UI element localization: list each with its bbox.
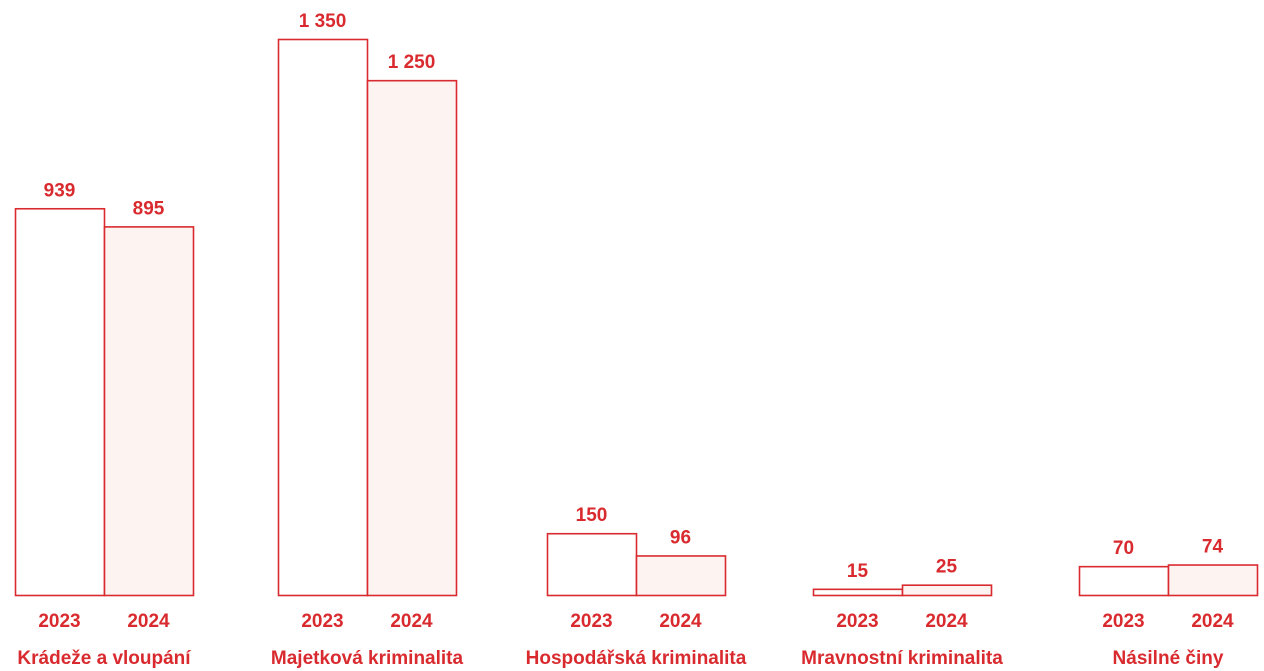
value-label: 895	[133, 198, 165, 219]
value-label: 1 250	[388, 52, 436, 73]
bar-group-majetkova-kriminalita: 1 350 2023 1 250 2024 Majetková kriminalita	[271, 11, 464, 669]
category-label: Násilné činy	[1113, 648, 1224, 669]
value-label: 15	[847, 561, 869, 582]
category-label: Majetková kriminalita	[271, 648, 464, 669]
bar-majetkova-kriminalita-2024	[366, 79, 458, 597]
bar-group-nasilne-ciny: 70 2023 74 2024 Násilné činy	[1078, 537, 1259, 669]
bar-kradeze-a-vloupani-2024	[103, 226, 195, 597]
bar-group-mravnostni-kriminalita: 15 2023 25 2024 Mravnostní kriminalita	[801, 557, 1003, 669]
bar-group-kradeze-a-vloupani: 939 2023 895 2024 Krádeže a vloupání	[14, 180, 195, 669]
year-label: 2023	[301, 611, 343, 632]
bar-group-hospodarska-kriminalita: 150 2023 96 2024 Hospodářská kriminalita	[526, 505, 747, 669]
bar-mravnostni-kriminalita-2024	[901, 584, 993, 597]
year-label: 2023	[1102, 611, 1144, 632]
value-label: 74	[1202, 537, 1224, 558]
category-label: Mravnostní kriminalita	[801, 648, 1003, 669]
category-label: Krádeže a vloupání	[17, 648, 191, 669]
year-label: 2024	[127, 611, 170, 632]
bar-majetkova-kriminalita-2023	[277, 38, 369, 597]
value-label: 96	[670, 527, 691, 548]
year-label: 2023	[836, 611, 878, 632]
value-label: 939	[44, 180, 76, 201]
value-label: 70	[1113, 538, 1134, 559]
value-label: 150	[576, 505, 608, 526]
category-label: Hospodářská kriminalita	[526, 648, 747, 669]
bar-hospodarska-kriminalita-2024	[635, 555, 727, 597]
year-label: 2024	[659, 611, 702, 632]
bar-hospodarska-kriminalita-2023	[546, 532, 638, 597]
bar-kradeze-a-vloupani-2023	[14, 207, 106, 597]
year-label: 2024	[925, 611, 968, 632]
year-label: 2023	[38, 611, 80, 632]
value-label: 25	[936, 557, 958, 578]
year-label: 2023	[570, 611, 612, 632]
bar-nasilne-ciny-2024	[1167, 564, 1259, 597]
value-label: 1 350	[299, 11, 347, 32]
year-label: 2024	[390, 611, 433, 632]
bar-mravnostni-kriminalita-2023	[812, 588, 904, 597]
bar-nasilne-ciny-2023	[1078, 565, 1170, 597]
year-label: 2024	[1191, 611, 1234, 632]
